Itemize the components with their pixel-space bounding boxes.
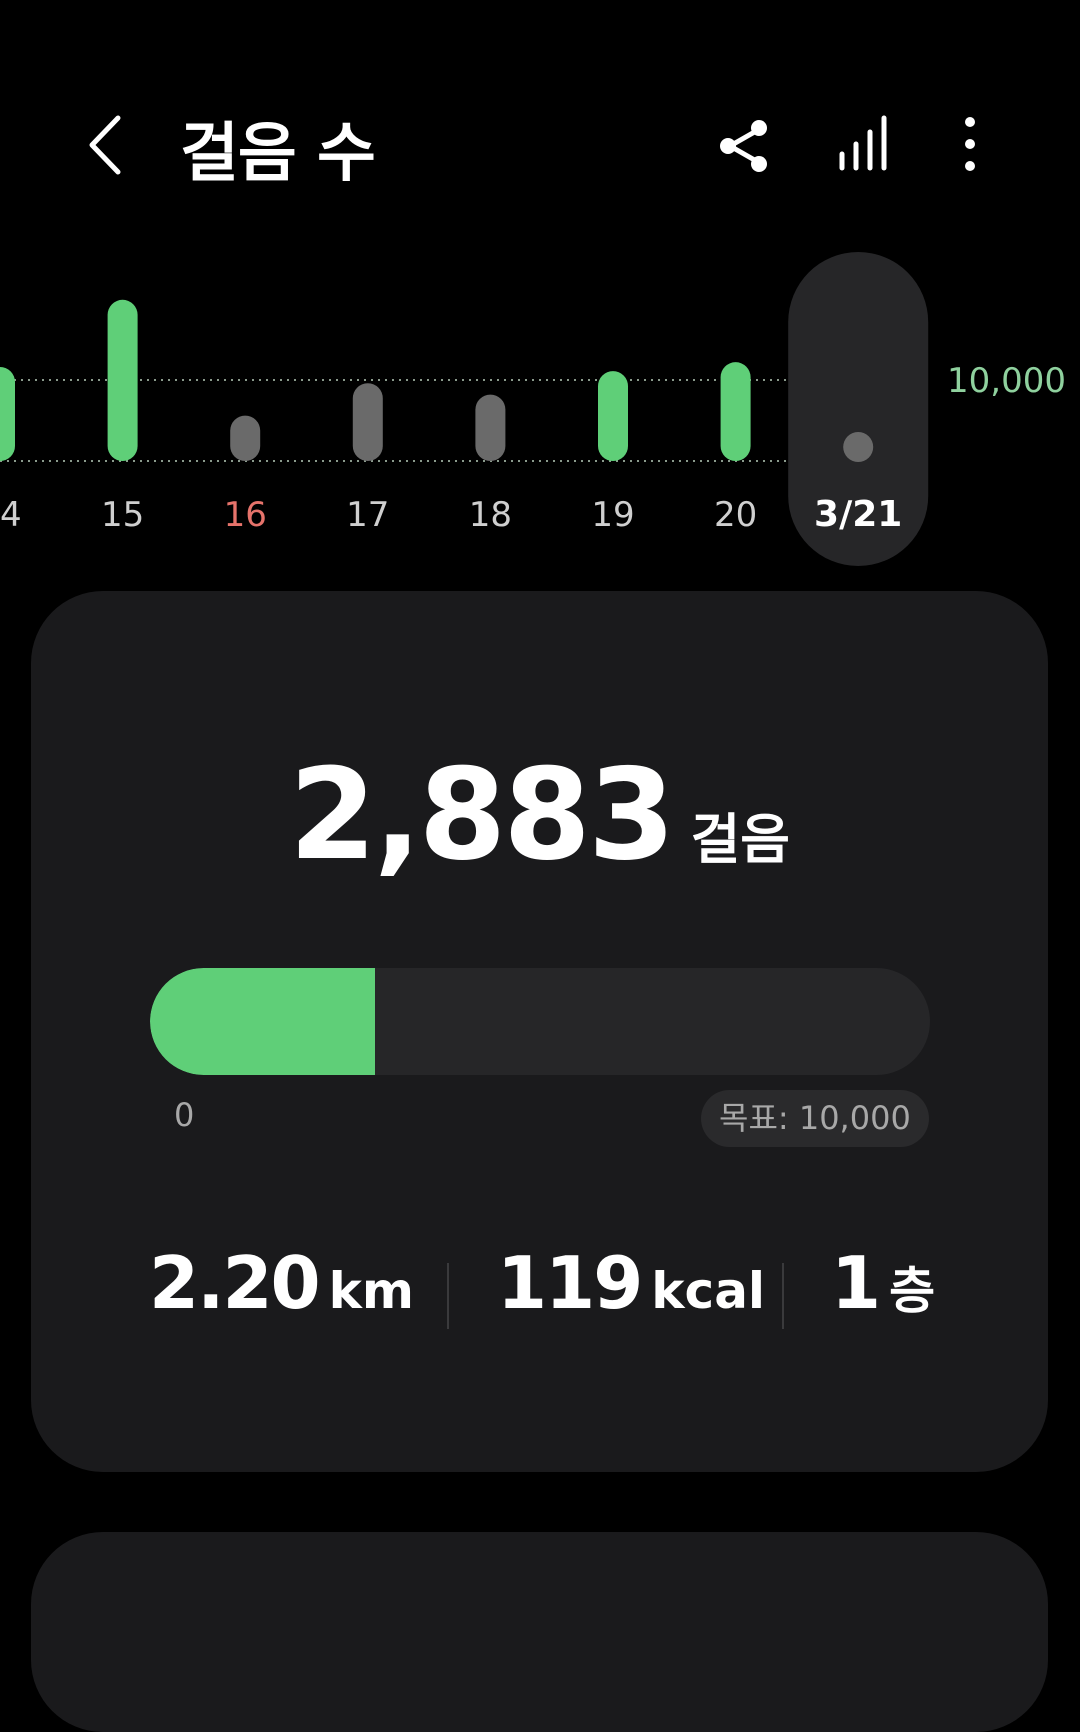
goal-progress-fill bbox=[150, 968, 375, 1075]
distance-value: 2.20 bbox=[149, 1241, 321, 1325]
divider bbox=[782, 1263, 784, 1329]
back-icon bbox=[89, 115, 121, 175]
steps-chart[interactable]: 10,000 14 15 16 17 18 19 20 3/21 bbox=[0, 240, 1080, 580]
goal-progress-bar bbox=[150, 968, 930, 1075]
bar-15[interactable] bbox=[107, 299, 138, 461]
day-label-17[interactable]: 17 bbox=[346, 495, 389, 535]
bar-3/21[interactable] bbox=[843, 432, 874, 462]
day-label-16[interactable]: 16 bbox=[224, 495, 267, 535]
bar-20[interactable] bbox=[720, 362, 751, 461]
floors-unit: 층 bbox=[889, 1262, 936, 1320]
distance-stat: 2.20 km bbox=[149, 1241, 414, 1325]
back-button[interactable] bbox=[80, 110, 130, 180]
page-title: 걸음 수 bbox=[180, 117, 376, 191]
calories-unit: kcal bbox=[651, 1262, 766, 1320]
goal-badge[interactable]: 목표: 10,000 bbox=[701, 1090, 929, 1147]
next-card bbox=[31, 1532, 1048, 1732]
more-icon bbox=[965, 117, 975, 171]
day-label-18[interactable]: 18 bbox=[469, 495, 512, 535]
calories-value: 119 bbox=[497, 1241, 643, 1325]
step-count: 2,883 걸음 bbox=[31, 741, 1048, 888]
divider bbox=[447, 1263, 449, 1329]
floors-value: 1 bbox=[831, 1241, 881, 1325]
bar-19[interactable] bbox=[598, 371, 628, 461]
chart-bars-icon bbox=[839, 115, 887, 171]
share-icon bbox=[720, 120, 767, 172]
selected-day-highlight bbox=[788, 252, 929, 566]
step-count-value: 2,883 bbox=[289, 741, 676, 888]
day-label-20[interactable]: 20 bbox=[714, 495, 757, 535]
chart-view-button[interactable] bbox=[836, 112, 892, 174]
bar-17[interactable] bbox=[352, 383, 383, 461]
share-button[interactable] bbox=[716, 116, 772, 176]
progress-min-label: 0 bbox=[174, 1096, 195, 1134]
day-label-15[interactable]: 15 bbox=[101, 495, 144, 535]
distance-unit: km bbox=[328, 1262, 415, 1320]
step-count-unit: 걸음 bbox=[690, 808, 790, 871]
bar-16[interactable] bbox=[230, 415, 261, 461]
goal-line-label: 10,000 bbox=[947, 361, 1066, 401]
bar-14[interactable] bbox=[0, 367, 15, 461]
calories-stat: 119 kcal bbox=[497, 1241, 765, 1325]
day-label-14[interactable]: 14 bbox=[0, 495, 22, 535]
day-label-19[interactable]: 19 bbox=[591, 495, 634, 535]
day-label-3/21[interactable]: 3/21 bbox=[814, 494, 902, 535]
bar-18[interactable] bbox=[475, 394, 506, 461]
more-button[interactable] bbox=[956, 116, 984, 176]
